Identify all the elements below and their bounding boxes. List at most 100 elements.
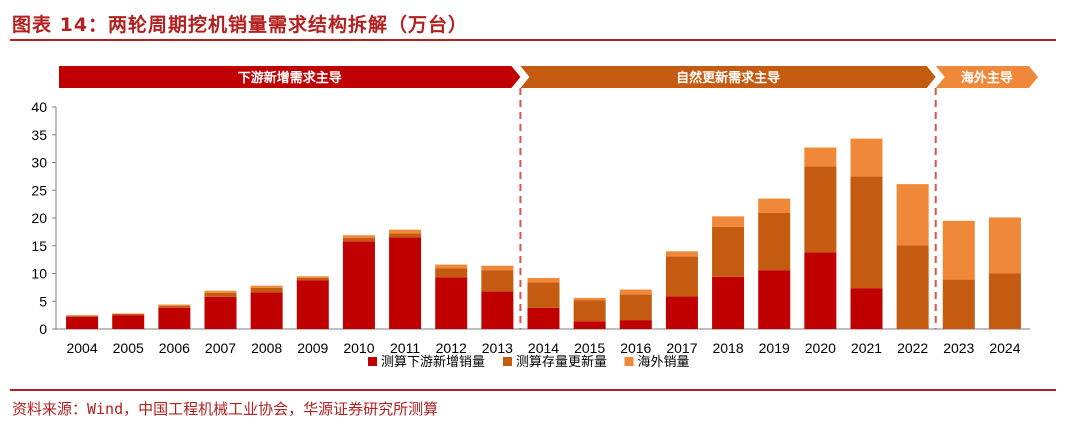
source-note: 资料来源：Wind，中国工程机械工业协会，华源证券研究所测算 [12, 400, 439, 418]
bar-segment [665, 296, 698, 329]
x-tick-label: 2012 [436, 340, 467, 356]
bar-segment [619, 289, 652, 295]
bar-segment [112, 313, 145, 315]
x-tick-label: 2022 [897, 340, 928, 356]
bar-segment [250, 287, 283, 293]
bar-segment [342, 235, 375, 238]
bar-segment [204, 290, 237, 293]
legend-swatch [503, 357, 512, 366]
bar-segment [296, 276, 329, 278]
bar-segment [435, 264, 468, 269]
bar-segment [112, 315, 145, 329]
y-tick-label: 20 [31, 210, 47, 226]
x-tick-label: 2017 [666, 340, 697, 356]
legend-label: 测算下游新增销量 [381, 354, 485, 370]
bar-segment [342, 237, 375, 242]
legend-label: 海外销量 [638, 355, 690, 370]
x-tick-label: 2004 [66, 340, 97, 356]
bar-segment [850, 176, 883, 289]
bar-segment [804, 166, 837, 253]
bar-segment [204, 296, 237, 329]
bar-segment [942, 220, 975, 280]
bar-segment [296, 280, 329, 329]
phase-label: 下游新增需求主导 [238, 70, 342, 86]
bar-segment [481, 265, 514, 271]
x-tick-label: 2008 [251, 340, 282, 356]
footer-rule [10, 389, 1056, 391]
x-tick-label: 2023 [943, 340, 974, 356]
legend-label: 测算存量更新量 [516, 354, 607, 370]
phase-banner [59, 66, 521, 88]
bar-segment [758, 198, 791, 214]
bar-segment [158, 305, 191, 308]
phase-banner [935, 66, 1038, 88]
bar-segment [896, 245, 929, 329]
y-tick-label: 10 [31, 266, 47, 282]
bar-segment [296, 277, 329, 281]
bar-segment [988, 217, 1021, 274]
bar-segment [573, 297, 606, 301]
bar-segment [850, 138, 883, 177]
bar-segment [665, 251, 698, 257]
bar-segment [435, 277, 468, 329]
bar-segment [389, 237, 422, 329]
bar-segment [942, 279, 975, 329]
bar-segment [158, 307, 191, 329]
bar-segment [758, 270, 791, 329]
x-tick-label: 2020 [805, 340, 836, 356]
x-tick-label: 2010 [343, 340, 374, 356]
x-tick-label: 2016 [620, 340, 651, 356]
page-title: 图表 14：两轮周期挖机销量需求结构拆解（万台） [12, 14, 469, 36]
bar-segment [619, 320, 652, 329]
x-tick-label: 2019 [759, 340, 790, 356]
bar-segment [389, 233, 422, 238]
x-tick-label: 2014 [528, 340, 559, 356]
bar-segment [665, 256, 698, 297]
y-tick-label: 25 [31, 182, 47, 198]
bar-segment [804, 147, 837, 167]
bar-segment [573, 300, 606, 322]
bar-segment [158, 304, 191, 306]
title-rule [10, 39, 1056, 41]
x-tick-label: 2024 [989, 340, 1020, 356]
x-tick-label: 2015 [574, 340, 605, 356]
y-tick-label: 40 [31, 99, 47, 115]
bar-segment [527, 307, 560, 329]
bar-segment [619, 294, 652, 321]
bar-segment [481, 291, 514, 329]
y-tick-label: 15 [31, 238, 47, 254]
bar-segment [527, 277, 560, 283]
bar-segment [758, 213, 791, 271]
bar-segment [850, 288, 883, 329]
x-tick-label: 2021 [851, 340, 882, 356]
x-tick-label: 2011 [390, 340, 420, 356]
legend-swatch [368, 357, 377, 366]
bar-segment [712, 276, 745, 329]
bar-segment [66, 315, 99, 317]
bar-segment [712, 226, 745, 277]
x-tick-label: 2009 [297, 340, 328, 356]
bar-segment [204, 292, 237, 297]
x-tick-label: 2018 [712, 340, 743, 356]
bar-segment [250, 285, 283, 288]
bar-segment [896, 184, 929, 246]
phase-label: 海外主导 [961, 70, 1013, 86]
y-tick-label: 0 [39, 321, 47, 337]
bar-segment [988, 273, 1021, 329]
bar-segment [712, 216, 745, 227]
bar-segment [527, 282, 560, 308]
bar-segment [66, 315, 99, 316]
bar-segment [389, 229, 422, 234]
bar-segment [250, 292, 283, 329]
bar-segment [66, 316, 99, 329]
x-tick-label: 2005 [113, 340, 144, 356]
phase-banner [520, 66, 936, 88]
bar-segment [481, 270, 514, 292]
bar-segment [342, 241, 375, 329]
x-tick-label: 2013 [482, 340, 513, 356]
bar-segment [112, 314, 145, 316]
legend-swatch [624, 357, 634, 366]
bar-segment [435, 268, 468, 278]
y-tick-label: 30 [31, 155, 47, 171]
